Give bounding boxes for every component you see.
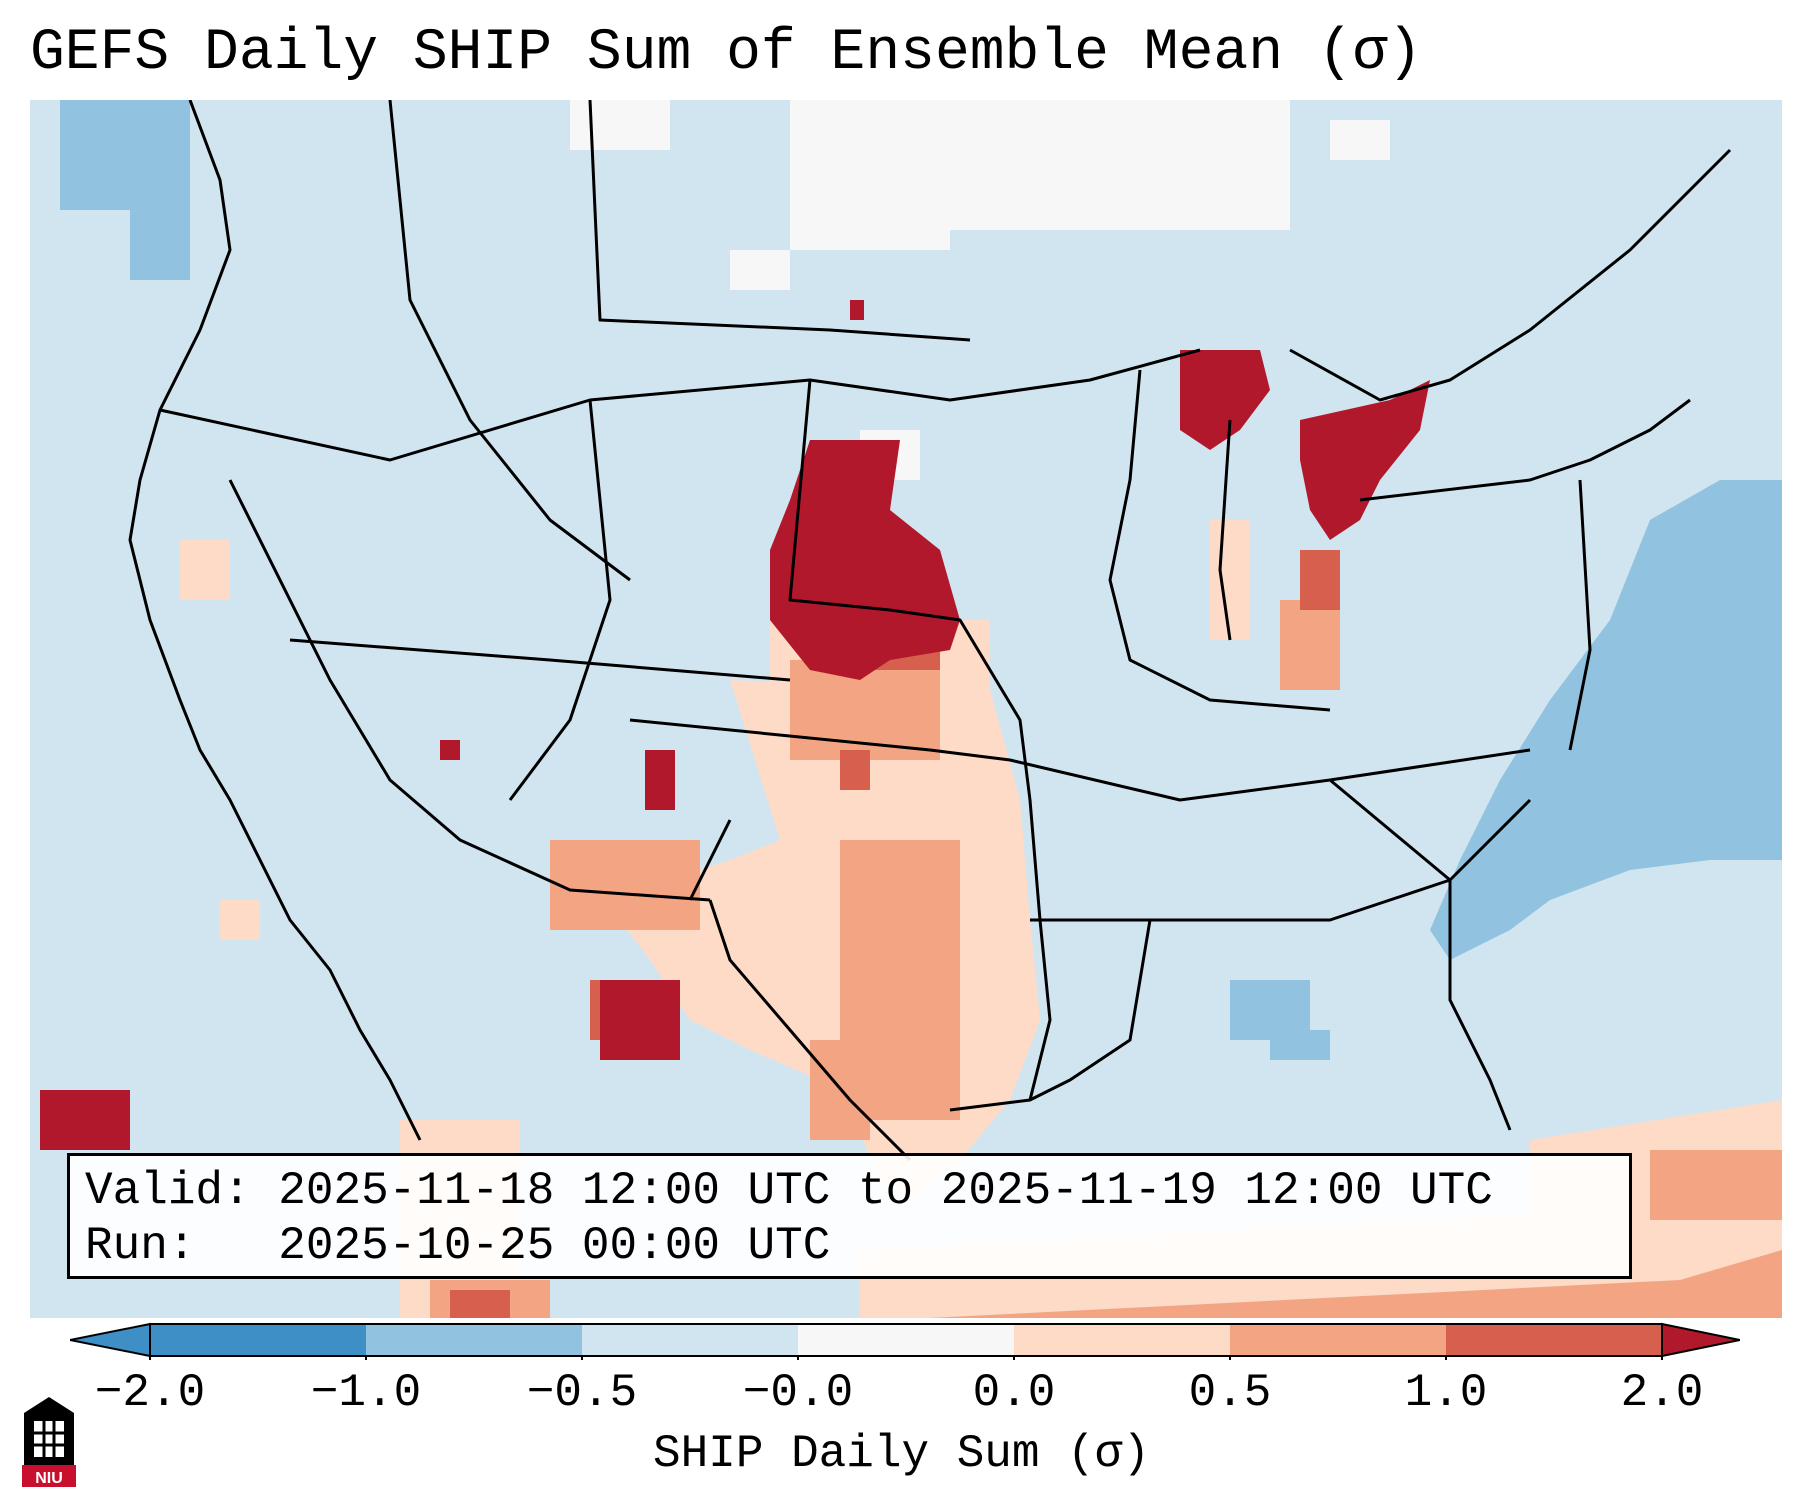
colorbar-tick-label: 0.0 (972, 1367, 1056, 1419)
colorbar (70, 1322, 1740, 1360)
colorbar-segment-6 (1446, 1324, 1662, 1356)
colorbar-segment-0 (150, 1324, 366, 1356)
colorbar-tick-label: −0.0 (742, 1367, 854, 1419)
colorbar-tick-label: −1.0 (310, 1367, 422, 1419)
colorbar-segment-5 (1230, 1324, 1446, 1356)
logo-text: NIU (35, 1470, 63, 1487)
colorbar-label: SHIP Daily Sum (σ) (653, 1428, 1150, 1480)
colorbar-tick-label: 1.0 (1404, 1367, 1488, 1419)
colorbar-tick-label: −2.0 (94, 1367, 206, 1419)
niu-logo-icon: NIU (22, 1397, 76, 1487)
run-value: 2025-10-25 00:00 UTC (278, 1220, 831, 1272)
colorbar-segment-3 (798, 1324, 1014, 1356)
run-label: Run: (85, 1220, 196, 1272)
map-title: GEFS Daily SHIP Sum of Ensemble Mean (σ) (30, 21, 1423, 86)
moderate-positive-anomaly-regions (430, 600, 1782, 1318)
colorbar-segment-4 (1014, 1324, 1230, 1356)
colorbar-tick-label: 0.5 (1188, 1367, 1272, 1419)
colorbar-extend-low (70, 1322, 151, 1358)
colorbar-segment-1 (366, 1324, 582, 1356)
valid-run-info-box: Valid: 2025-11-18 12:00 UTC to 2025-11-1… (67, 1153, 1632, 1279)
colorbar-extend-high (1661, 1322, 1740, 1358)
colorbar-segment-2 (582, 1324, 798, 1356)
colorbar-tick-label: −0.5 (526, 1367, 638, 1419)
valid-label: Valid: (85, 1165, 251, 1217)
very-strong-positive-anomaly-regions (40, 300, 1430, 1150)
valid-value: 2025-11-18 12:00 UTC to 2025-11-19 12:00… (278, 1165, 1493, 1217)
state-boundaries (128, 100, 1732, 1162)
map-panel (30, 100, 1782, 1318)
negative-anomaly-regions (60, 100, 1782, 1060)
colorbar-tick-label: 2.0 (1620, 1367, 1704, 1419)
